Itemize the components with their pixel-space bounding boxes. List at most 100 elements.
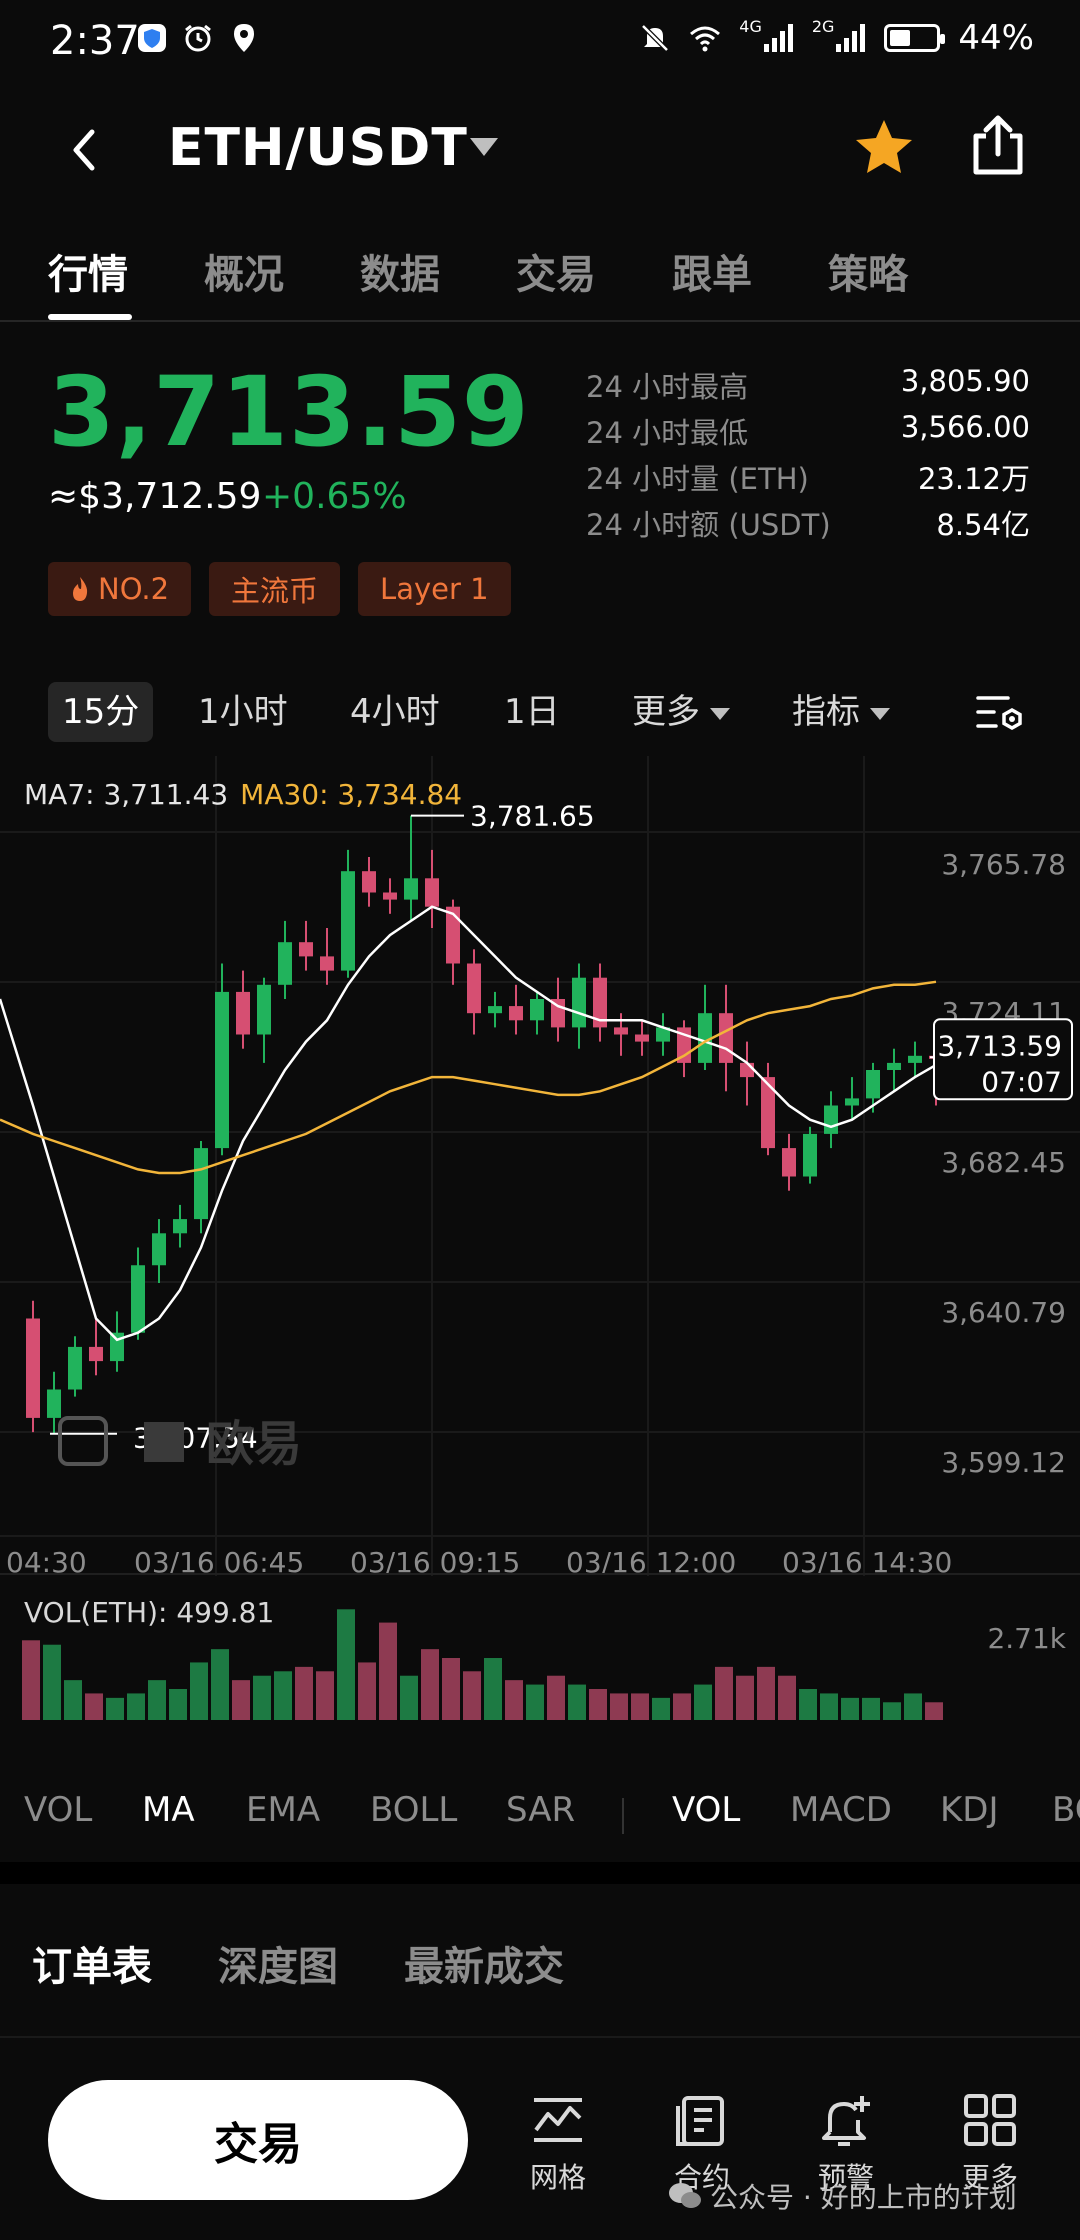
indicator-vol[interactable]: VOL [24, 1790, 93, 1830]
volume-bar [148, 1680, 166, 1720]
stat-row-high: 24 小时最高 3,805.90 [586, 364, 1030, 410]
rank-badge-label: NO.2 [98, 572, 170, 606]
candle-body [215, 991, 229, 1149]
stat-row-volume: 24 小时量 (ETH) 23.12万 [586, 456, 1030, 502]
trade-button[interactable]: 交易 [48, 2080, 468, 2200]
tab-overview[interactable]: 概况 [204, 252, 284, 298]
tab-copy-trading[interactable]: 跟单 [672, 252, 752, 298]
back-arrow-icon[interactable] [56, 120, 116, 180]
location-icon [234, 24, 254, 52]
volume-bar [862, 1697, 880, 1720]
more-grid-icon [964, 2094, 1016, 2146]
stat-value: 3,566.00 [900, 410, 1030, 444]
indicator-boll[interactable]: BOLL [370, 1790, 458, 1830]
volume-bar [904, 1693, 922, 1720]
candle-body [530, 999, 544, 1021]
section-divider [0, 1862, 1080, 1884]
favorite-star-icon[interactable] [852, 116, 916, 180]
candle-body [761, 1077, 775, 1149]
candle-body [467, 963, 481, 1014]
volume-bar [568, 1684, 586, 1720]
interval-1d[interactable]: 1日 [504, 692, 560, 732]
candle-body [47, 1389, 61, 1418]
candle-body [152, 1233, 166, 1266]
volume-bar [295, 1666, 313, 1720]
indicator-ema[interactable]: EMA [246, 1790, 321, 1830]
pair-title[interactable]: ETH/USDT [168, 118, 468, 178]
interval-bar: 15分 1小时 4小时 1日 更多 指标 [0, 672, 1080, 748]
alert-label: 预警 [817, 2161, 874, 2194]
tab-depth-chart[interactable]: 深度图 [218, 1944, 338, 1990]
rank-badge[interactable]: NO.2 [48, 562, 192, 616]
candle-body [26, 1318, 40, 1418]
volume-bar [652, 1697, 670, 1720]
volume-bar [589, 1689, 607, 1720]
interval-15m[interactable]: 15分 [48, 682, 154, 742]
candle-body [278, 942, 292, 985]
volume-bar [127, 1693, 145, 1720]
candle-body [236, 991, 250, 1035]
status-bar: 2:37 4G 2G 44% [0, 0, 1080, 86]
volume-bar [400, 1675, 418, 1720]
y-tick-label: 3,640.79 [941, 1296, 1066, 1329]
share-icon[interactable] [964, 112, 1032, 180]
y-tick-label: 3,682.45 [941, 1146, 1066, 1179]
sub-indicator-vol[interactable]: VOL [672, 1790, 741, 1830]
24h-stats: 24 小时最高 3,805.90 24 小时最低 3,566.00 24 小时量 (… [586, 364, 1030, 548]
sub-indicator-macd[interactable]: MACD [790, 1790, 892, 1830]
ma30-line [0, 980, 937, 1175]
high-price-label: 3,781.65 [470, 800, 595, 833]
candle-body [89, 1346, 103, 1362]
interval-1h[interactable]: 1小时 [198, 692, 288, 732]
candle-body [614, 1027, 628, 1035]
indicator-tabs: VOL MA EMA BOLL SAR VOL MACD KDJ BO [0, 1780, 1080, 1852]
interval-4h[interactable]: 4小时 [350, 692, 440, 732]
tab-strategy[interactable]: 策略 [828, 252, 908, 298]
tab-order-book[interactable]: 订单表 [32, 1944, 152, 1990]
tab-latest-trades[interactable]: 最新成交 [404, 1944, 564, 1990]
volume-bar [505, 1680, 523, 1720]
volume-bar [820, 1693, 838, 1720]
alarm-icon [185, 24, 211, 52]
candle-body [362, 871, 376, 893]
candle-body [341, 871, 355, 971]
indicator-divider [622, 1798, 624, 1834]
more-button[interactable]: 更多 [930, 2092, 1050, 2196]
indicators-dropdown[interactable]: 指标 [792, 682, 890, 742]
volume-bar [610, 1693, 628, 1720]
tab-market[interactable]: 行情 [48, 252, 128, 298]
price-change: +0.65% [262, 476, 407, 517]
pair-dropdown-icon[interactable] [470, 138, 498, 156]
volume-axis-label: 2.71k [987, 1622, 1066, 1655]
stat-label: 24 小时最低 [586, 416, 749, 450]
volume-bar [85, 1693, 103, 1720]
candle-body [803, 1133, 817, 1177]
usd-price: ≈$3,712.59 [48, 476, 262, 517]
more-intervals-dropdown[interactable]: 更多 [632, 682, 730, 742]
chart-settings-icon[interactable] [974, 686, 1026, 738]
candlestick-chart[interactable]: 3,765.783,724.113,682.453,640.793,599.12… [0, 756, 1080, 1766]
tab-trade[interactable]: 交易 [516, 252, 596, 298]
grid-icon [534, 2098, 582, 2142]
stat-value: 23.12万 [917, 462, 1030, 496]
stat-row-low: 24 小时最低 3,566.00 [586, 410, 1030, 456]
okx-logo-icon [144, 1422, 184, 1462]
volume-bar [442, 1658, 460, 1720]
grid-button[interactable]: 网格 [498, 2092, 618, 2196]
sub-indicator-kdj[interactable]: KDJ [940, 1790, 999, 1830]
volume-bar [799, 1689, 817, 1720]
mainstream-badge[interactable]: 主流币 [209, 562, 341, 616]
candle-body [299, 942, 313, 957]
layer1-badge[interactable]: Layer 1 [358, 562, 511, 616]
candle-body [488, 1006, 502, 1014]
tab-data[interactable]: 数据 [360, 252, 440, 298]
indicator-sar[interactable]: SAR [506, 1790, 576, 1830]
sub-indicator-boll-cut[interactable]: BO [1052, 1790, 1080, 1830]
indicator-ma[interactable]: MA [142, 1790, 195, 1830]
candle-body [194, 1148, 208, 1220]
ma-legend: MA7: 3,711.43 MA30: 3,734.84 [24, 778, 462, 811]
volume-bar [274, 1671, 292, 1720]
alert-button[interactable]: 预警 [786, 2092, 906, 2196]
volume-bar [631, 1693, 649, 1720]
y-tick-label: 3,765.78 [941, 848, 1066, 881]
